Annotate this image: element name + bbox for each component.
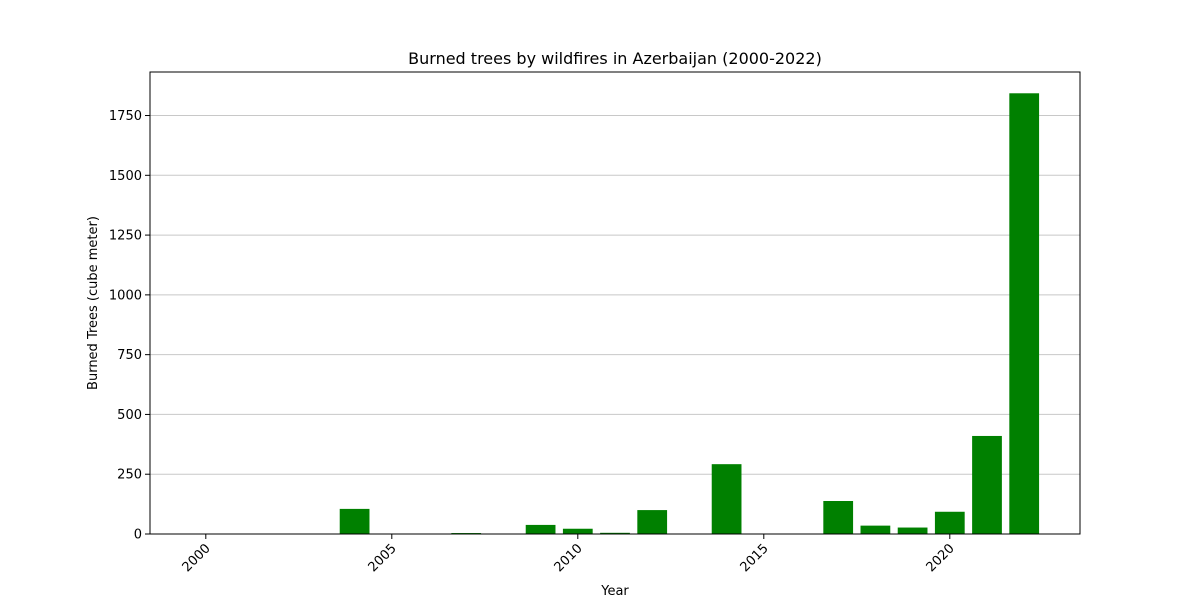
x-axis-label: Year xyxy=(600,584,629,599)
bar xyxy=(562,528,593,534)
x-tick-label: 2005 xyxy=(366,541,400,575)
bar xyxy=(525,524,556,534)
y-tick-label: 1000 xyxy=(109,288,142,303)
chart-title: Burned trees by wildfires in Azerbaijan … xyxy=(408,49,822,68)
x-axis-ticks: 2000 2005 2010 2015 2020 xyxy=(180,534,958,575)
bar xyxy=(897,527,928,534)
bar xyxy=(711,464,742,534)
y-tick-label: 750 xyxy=(117,348,142,363)
y-tick-label: 1500 xyxy=(109,169,142,184)
bar xyxy=(860,525,891,534)
y-tick-label: 1750 xyxy=(109,109,142,124)
bar xyxy=(823,501,854,534)
y-tick-label: 1250 xyxy=(109,229,142,244)
y-tick-label: 500 xyxy=(117,408,142,423)
bar xyxy=(637,510,668,534)
bar xyxy=(934,511,965,534)
grid-lines xyxy=(150,115,1080,475)
bar xyxy=(1009,93,1040,535)
bar xyxy=(339,508,370,534)
y-axis-label: Burned Trees (cube meter) xyxy=(86,216,101,390)
bars xyxy=(339,93,1040,535)
y-axis-ticks: 0 250 500 750 1000 1250 1500 1750 xyxy=(109,109,150,543)
bar xyxy=(600,532,630,534)
plot-frame xyxy=(149,71,1081,535)
y-tick-label: 0 xyxy=(134,528,142,543)
y-tick-label: 250 xyxy=(117,468,142,483)
x-tick-label: 2000 xyxy=(180,541,214,575)
x-tick-label: 2020 xyxy=(924,541,958,575)
x-tick-label: 2015 xyxy=(738,541,772,575)
bar xyxy=(972,435,1002,534)
x-tick-label: 2010 xyxy=(552,541,586,575)
